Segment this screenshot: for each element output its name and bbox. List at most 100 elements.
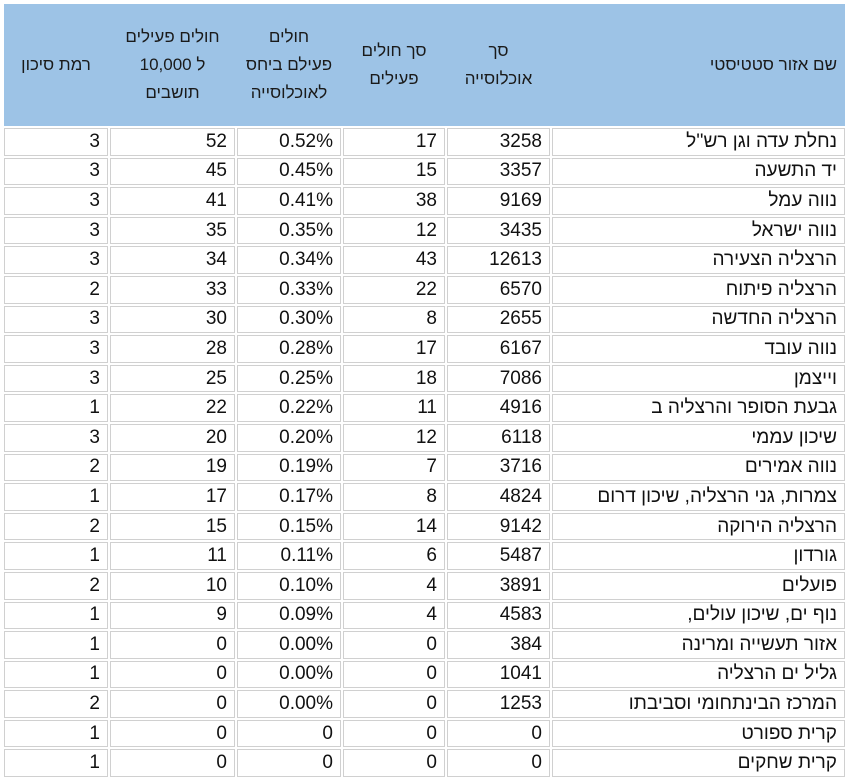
cell-patients-ratio[interactable]: 0 [237, 719, 341, 748]
cell-active-patients[interactable]: 7 [343, 453, 445, 482]
cell-per-10000[interactable]: 30 [110, 305, 235, 334]
cell-area-name[interactable]: הרצליה הירוקה [552, 512, 845, 541]
cell-risk-level[interactable]: 1 [4, 394, 108, 422]
cell-area-name[interactable]: גורדון [552, 542, 845, 570]
cell-active-patients[interactable]: 4 [343, 601, 445, 630]
cell-patients-ratio[interactable]: 0.20% [237, 423, 341, 452]
cell-patients-ratio[interactable]: 0.25% [237, 364, 341, 393]
cell-total-population[interactable]: 6167 [447, 335, 550, 363]
cell-active-patients[interactable]: 0 [343, 719, 445, 748]
cell-patients-ratio[interactable]: 0.52% [237, 128, 341, 156]
cell-risk-level[interactable]: 2 [4, 453, 108, 482]
cell-patients-ratio[interactable]: 0.33% [237, 275, 341, 304]
cell-total-population[interactable]: 3716 [447, 453, 550, 482]
cell-active-patients[interactable]: 38 [343, 187, 445, 215]
cell-per-10000[interactable]: 0 [110, 631, 235, 659]
cell-active-patients[interactable]: 17 [343, 335, 445, 363]
cell-per-10000[interactable]: 0 [110, 749, 235, 778]
cell-area-name[interactable]: הרצליה החדשה [552, 305, 845, 334]
cell-area-name[interactable]: נוף ים, שיכון עולים, [552, 601, 845, 630]
cell-active-patients[interactable]: 11 [343, 394, 445, 422]
cell-area-name[interactable]: הרצליה הצעירה [552, 246, 845, 274]
cell-patients-ratio[interactable]: 0.15% [237, 512, 341, 541]
cell-risk-level[interactable]: 1 [4, 542, 108, 570]
cell-active-patients[interactable]: 0 [343, 749, 445, 778]
cell-active-patients[interactable]: 12 [343, 216, 445, 245]
cell-total-population[interactable]: 5487 [447, 542, 550, 570]
cell-per-10000[interactable]: 22 [110, 394, 235, 422]
cell-active-patients[interactable]: 8 [343, 483, 445, 511]
cell-area-name[interactable]: נווה עובד [552, 335, 845, 363]
cell-area-name[interactable]: הרצליה פיתוח [552, 275, 845, 304]
cell-active-patients[interactable]: 18 [343, 364, 445, 393]
cell-per-10000[interactable]: 19 [110, 453, 235, 482]
cell-total-population[interactable]: 12613 [447, 246, 550, 274]
cell-risk-level[interactable]: 1 [4, 719, 108, 748]
cell-total-population[interactable]: 6118 [447, 423, 550, 452]
cell-total-population[interactable]: 3435 [447, 216, 550, 245]
cell-risk-level[interactable]: 3 [4, 305, 108, 334]
cell-active-patients[interactable]: 0 [343, 631, 445, 659]
cell-total-population[interactable]: 4583 [447, 601, 550, 630]
cell-per-10000[interactable]: 10 [110, 571, 235, 600]
cell-risk-level[interactable]: 3 [4, 216, 108, 245]
cell-active-patients[interactable]: 0 [343, 660, 445, 689]
cell-area-name[interactable]: פועלים [552, 571, 845, 600]
cell-total-population[interactable]: 0 [447, 719, 550, 748]
cell-per-10000[interactable]: 34 [110, 246, 235, 274]
cell-total-population[interactable]: 3891 [447, 571, 550, 600]
cell-risk-level[interactable]: 2 [4, 690, 108, 718]
cell-per-10000[interactable]: 0 [110, 690, 235, 718]
cell-total-population[interactable]: 2655 [447, 305, 550, 334]
cell-total-population[interactable]: 3258 [447, 128, 550, 156]
cell-risk-level[interactable]: 3 [4, 364, 108, 393]
cell-risk-level[interactable]: 3 [4, 335, 108, 363]
cell-per-10000[interactable]: 52 [110, 128, 235, 156]
cell-area-name[interactable]: המרכז הבינתחומי וסביבתו [552, 690, 845, 718]
cell-active-patients[interactable]: 4 [343, 571, 445, 600]
cell-total-population[interactable]: 1253 [447, 690, 550, 718]
cell-per-10000[interactable]: 35 [110, 216, 235, 245]
cell-patients-ratio[interactable]: 0.09% [237, 601, 341, 630]
cell-patients-ratio[interactable]: 0.22% [237, 394, 341, 422]
cell-active-patients[interactable]: 6 [343, 542, 445, 570]
cell-total-population[interactable]: 4916 [447, 394, 550, 422]
cell-patients-ratio[interactable]: 0 [237, 749, 341, 778]
cell-per-10000[interactable]: 11 [110, 542, 235, 570]
cell-area-name[interactable]: קרית ספורט [552, 719, 845, 748]
cell-per-10000[interactable]: 41 [110, 187, 235, 215]
cell-per-10000[interactable]: 17 [110, 483, 235, 511]
header-cell-active-per-10000[interactable]: חולים פעילים ל 10,000 תושבים [125, 27, 220, 102]
cell-total-population[interactable]: 0 [447, 749, 550, 778]
cell-area-name[interactable]: גבעת הסופר והרצליה ב [552, 394, 845, 422]
cell-patients-ratio[interactable]: 0.10% [237, 571, 341, 600]
cell-active-patients[interactable]: 15 [343, 157, 445, 186]
cell-total-population[interactable]: 9142 [447, 512, 550, 541]
header-cell-total-active-patients[interactable]: סך חולים פעילים [361, 41, 427, 88]
cell-area-name[interactable]: נחלת עדה וגן רש''ל [552, 128, 845, 156]
cell-risk-level[interactable]: 2 [4, 571, 108, 600]
cell-area-name[interactable]: וייצמן [552, 364, 845, 393]
cell-per-10000[interactable]: 15 [110, 512, 235, 541]
header-cell-total-population[interactable]: סך אוכלוסייה [464, 41, 533, 88]
cell-patients-ratio[interactable]: 0.11% [237, 542, 341, 570]
cell-area-name[interactable]: שיכון עממי [552, 423, 845, 452]
cell-patients-ratio[interactable]: 0.17% [237, 483, 341, 511]
cell-area-name[interactable]: יד התשעה [552, 157, 845, 186]
header-cell-active-patients-ratio[interactable]: חולים פעילם ביחס לאוכלוסייה [245, 27, 333, 102]
cell-active-patients[interactable]: 22 [343, 275, 445, 304]
cell-active-patients[interactable]: 0 [343, 690, 445, 718]
cell-patients-ratio[interactable]: 0.34% [237, 246, 341, 274]
cell-area-name[interactable]: גליל ים הרצליה [552, 660, 845, 689]
cell-patients-ratio[interactable]: 0.00% [237, 631, 341, 659]
cell-risk-level[interactable]: 1 [4, 631, 108, 659]
cell-risk-level[interactable]: 3 [4, 423, 108, 452]
cell-risk-level[interactable]: 3 [4, 157, 108, 186]
cell-patients-ratio[interactable]: 0.30% [237, 305, 341, 334]
cell-risk-level[interactable]: 2 [4, 512, 108, 541]
header-cell-risk-level[interactable]: רמת סיכון [21, 55, 91, 74]
cell-area-name[interactable]: נווה ישראל [552, 216, 845, 245]
cell-active-patients[interactable]: 43 [343, 246, 445, 274]
cell-risk-level[interactable]: 3 [4, 246, 108, 274]
cell-total-population[interactable]: 9169 [447, 187, 550, 215]
